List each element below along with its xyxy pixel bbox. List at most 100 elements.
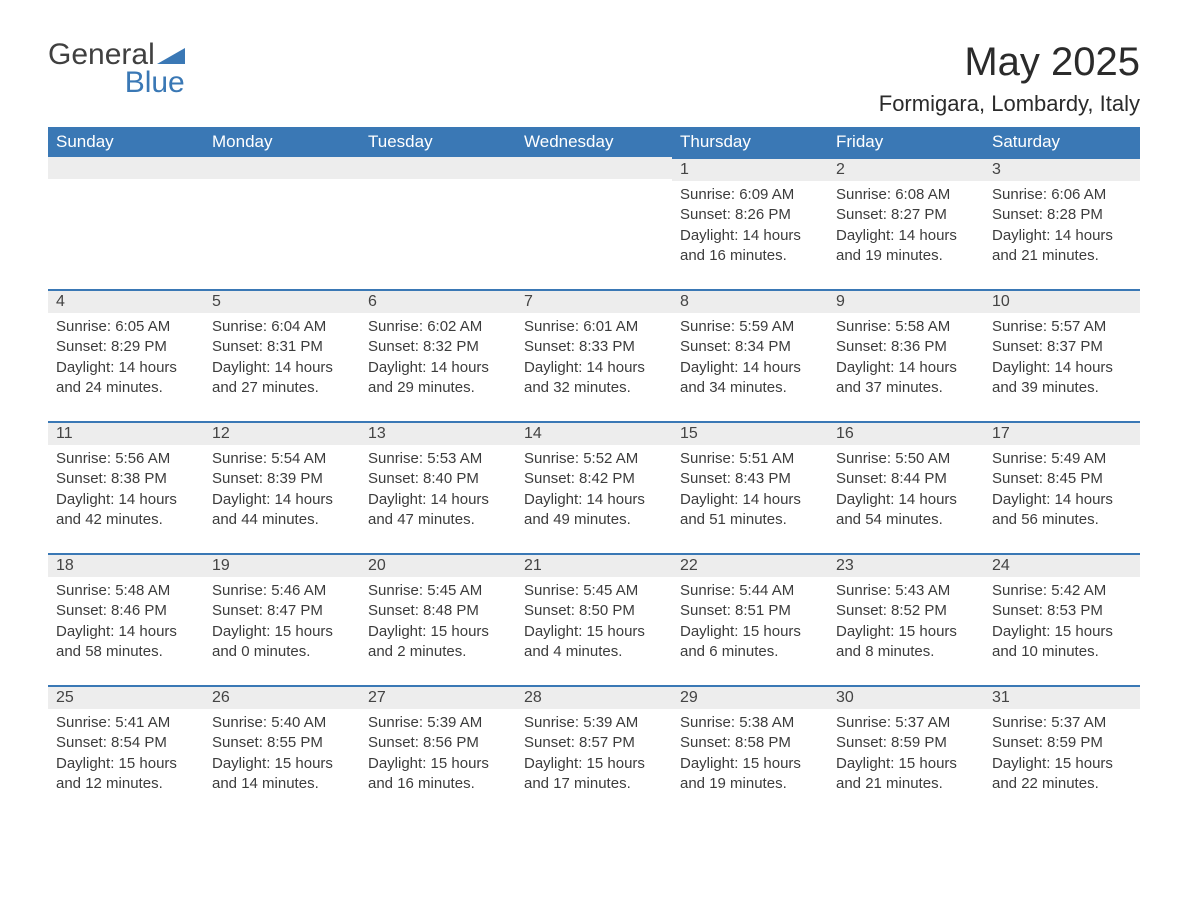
day-content: Sunrise: 5:37 AMSunset: 8:59 PMDaylight:… [828,709,984,802]
sunrise-line: Sunrise: 5:59 AM [680,317,820,337]
day-header: Saturday [984,127,1140,157]
sunrise-line: Sunrise: 5:48 AM [56,581,196,601]
sunrise-line: Sunrise: 6:02 AM [368,317,508,337]
day-number: 29 [672,685,828,709]
day-number: 13 [360,421,516,445]
sunrise-line: Sunrise: 6:05 AM [56,317,196,337]
daylight-line: Daylight: 14 hours and 34 minutes. [680,358,820,399]
calendar-week: 1Sunrise: 6:09 AMSunset: 8:26 PMDaylight… [48,157,1140,289]
sunset-line: Sunset: 8:46 PM [56,601,196,621]
day-number: 10 [984,289,1140,313]
calendar-cell: 24Sunrise: 5:42 AMSunset: 8:53 PMDayligh… [984,553,1140,685]
calendar-week: 4Sunrise: 6:05 AMSunset: 8:29 PMDaylight… [48,289,1140,421]
daylight-line: Daylight: 15 hours and 0 minutes. [212,622,352,663]
day-content: Sunrise: 6:05 AMSunset: 8:29 PMDaylight:… [48,313,204,406]
sunrise-line: Sunrise: 5:42 AM [992,581,1132,601]
calendar-week: 18Sunrise: 5:48 AMSunset: 8:46 PMDayligh… [48,553,1140,685]
daylight-line: Daylight: 14 hours and 29 minutes. [368,358,508,399]
daylight-line: Daylight: 14 hours and 16 minutes. [680,226,820,267]
sunset-line: Sunset: 8:43 PM [680,469,820,489]
sunrise-line: Sunrise: 6:08 AM [836,185,976,205]
day-header: Thursday [672,127,828,157]
sunset-line: Sunset: 8:32 PM [368,337,508,357]
daylight-line: Daylight: 14 hours and 39 minutes. [992,358,1132,399]
title-block: May 2025 Formigara, Lombardy, Italy [879,40,1140,117]
daylight-line: Daylight: 14 hours and 49 minutes. [524,490,664,531]
calendar-cell [204,157,360,289]
calendar-cell: 10Sunrise: 5:57 AMSunset: 8:37 PMDayligh… [984,289,1140,421]
calendar-cell: 27Sunrise: 5:39 AMSunset: 8:56 PMDayligh… [360,685,516,817]
day-number: 5 [204,289,360,313]
daylight-line: Daylight: 15 hours and 10 minutes. [992,622,1132,663]
sunset-line: Sunset: 8:27 PM [836,205,976,225]
sunrise-line: Sunrise: 5:50 AM [836,449,976,469]
calendar-cell: 28Sunrise: 5:39 AMSunset: 8:57 PMDayligh… [516,685,672,817]
calendar-cell: 30Sunrise: 5:37 AMSunset: 8:59 PMDayligh… [828,685,984,817]
day-number: 3 [984,157,1140,181]
sunset-line: Sunset: 8:58 PM [680,733,820,753]
empty-day-bar [516,157,672,179]
day-content: Sunrise: 5:58 AMSunset: 8:36 PMDaylight:… [828,313,984,406]
daylight-line: Daylight: 15 hours and 21 minutes. [836,754,976,795]
day-content: Sunrise: 5:43 AMSunset: 8:52 PMDaylight:… [828,577,984,670]
daylight-line: Daylight: 14 hours and 19 minutes. [836,226,976,267]
empty-day-bar [204,157,360,179]
sunset-line: Sunset: 8:39 PM [212,469,352,489]
day-number: 18 [48,553,204,577]
daylight-line: Daylight: 14 hours and 37 minutes. [836,358,976,399]
sunset-line: Sunset: 8:28 PM [992,205,1132,225]
sunrise-line: Sunrise: 5:58 AM [836,317,976,337]
daylight-line: Daylight: 15 hours and 6 minutes. [680,622,820,663]
sunrise-line: Sunrise: 5:45 AM [524,581,664,601]
daylight-line: Daylight: 15 hours and 22 minutes. [992,754,1132,795]
sunrise-line: Sunrise: 5:49 AM [992,449,1132,469]
calendar-cell: 17Sunrise: 5:49 AMSunset: 8:45 PMDayligh… [984,421,1140,553]
day-content: Sunrise: 5:37 AMSunset: 8:59 PMDaylight:… [984,709,1140,802]
day-number: 30 [828,685,984,709]
sunrise-line: Sunrise: 5:52 AM [524,449,664,469]
daylight-line: Daylight: 14 hours and 58 minutes. [56,622,196,663]
daylight-line: Daylight: 14 hours and 47 minutes. [368,490,508,531]
day-number: 15 [672,421,828,445]
sunset-line: Sunset: 8:38 PM [56,469,196,489]
day-content: Sunrise: 5:38 AMSunset: 8:58 PMDaylight:… [672,709,828,802]
day-number: 11 [48,421,204,445]
day-number: 28 [516,685,672,709]
day-header: Wednesday [516,127,672,157]
sunrise-line: Sunrise: 6:01 AM [524,317,664,337]
day-content: Sunrise: 5:40 AMSunset: 8:55 PMDaylight:… [204,709,360,802]
sunrise-line: Sunrise: 6:06 AM [992,185,1132,205]
day-number: 14 [516,421,672,445]
sunset-line: Sunset: 8:54 PM [56,733,196,753]
daylight-line: Daylight: 14 hours and 56 minutes. [992,490,1132,531]
sunrise-line: Sunrise: 5:53 AM [368,449,508,469]
day-content: Sunrise: 5:56 AMSunset: 8:38 PMDaylight:… [48,445,204,538]
empty-day-bar [48,157,204,179]
calendar-cell: 9Sunrise: 5:58 AMSunset: 8:36 PMDaylight… [828,289,984,421]
sunrise-line: Sunrise: 5:56 AM [56,449,196,469]
calendar-week: 25Sunrise: 5:41 AMSunset: 8:54 PMDayligh… [48,685,1140,817]
sunset-line: Sunset: 8:45 PM [992,469,1132,489]
day-content: Sunrise: 6:06 AMSunset: 8:28 PMDaylight:… [984,181,1140,274]
sunset-line: Sunset: 8:33 PM [524,337,664,357]
sunset-line: Sunset: 8:37 PM [992,337,1132,357]
sunrise-line: Sunrise: 5:38 AM [680,713,820,733]
daylight-line: Daylight: 15 hours and 8 minutes. [836,622,976,663]
sunset-line: Sunset: 8:57 PM [524,733,664,753]
sunrise-line: Sunrise: 5:43 AM [836,581,976,601]
sunset-line: Sunset: 8:55 PM [212,733,352,753]
day-content: Sunrise: 5:42 AMSunset: 8:53 PMDaylight:… [984,577,1140,670]
calendar-cell: 7Sunrise: 6:01 AMSunset: 8:33 PMDaylight… [516,289,672,421]
calendar-cell [516,157,672,289]
sunrise-line: Sunrise: 5:37 AM [836,713,976,733]
day-content: Sunrise: 5:39 AMSunset: 8:56 PMDaylight:… [360,709,516,802]
day-number: 2 [828,157,984,181]
sunrise-line: Sunrise: 6:04 AM [212,317,352,337]
calendar-body: 1Sunrise: 6:09 AMSunset: 8:26 PMDaylight… [48,157,1140,817]
calendar-cell: 25Sunrise: 5:41 AMSunset: 8:54 PMDayligh… [48,685,204,817]
day-header: Tuesday [360,127,516,157]
day-number: 7 [516,289,672,313]
day-number: 19 [204,553,360,577]
daylight-line: Daylight: 15 hours and 17 minutes. [524,754,664,795]
sunset-line: Sunset: 8:52 PM [836,601,976,621]
